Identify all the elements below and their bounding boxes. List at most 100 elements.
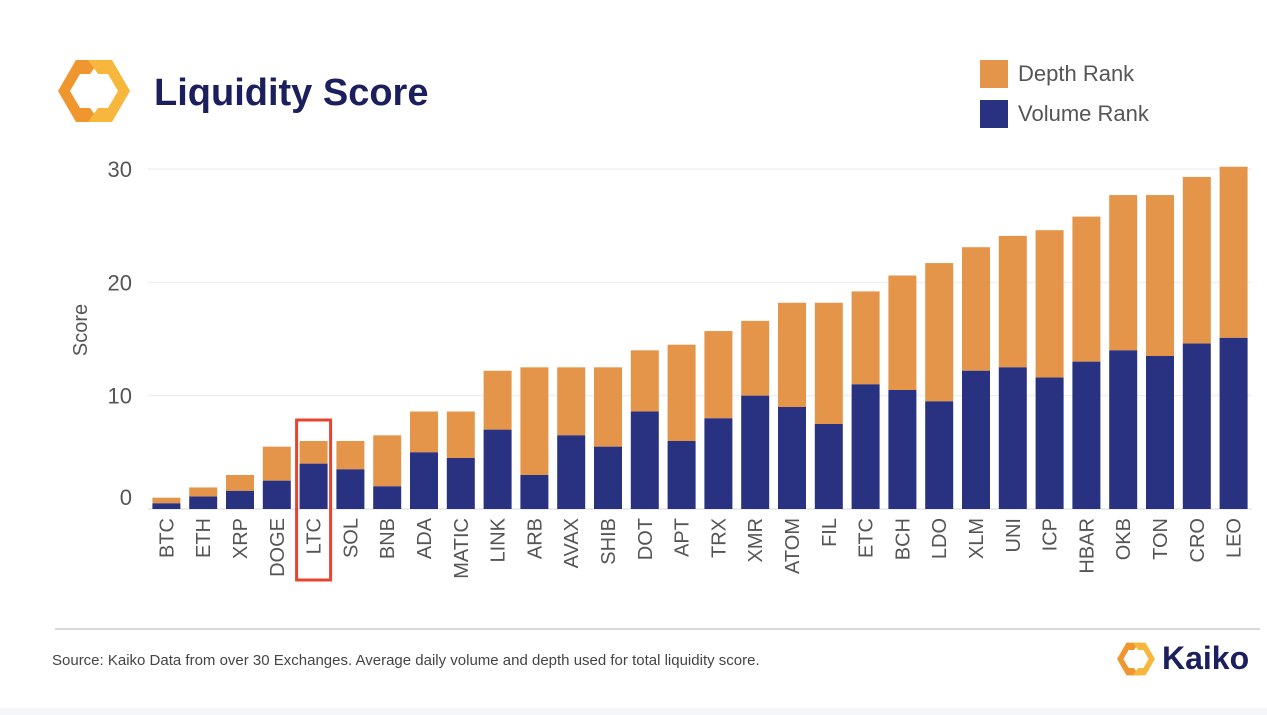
bar-depth-ton: [1146, 195, 1174, 356]
bar-volume-uni: [998, 367, 1027, 509]
bar-volume-ltc: [299, 463, 328, 509]
bar-depth-sol: [336, 441, 365, 470]
bar-volume-icp: [1035, 377, 1064, 509]
x-tick-label: SOL: [340, 518, 362, 558]
bar-depth-link: [483, 370, 512, 430]
x-tick-label: BTC: [156, 518, 178, 558]
bar-depth-uni: [998, 235, 1027, 368]
bar-volume-xlm: [962, 370, 990, 509]
bar-volume-link: [483, 429, 512, 509]
y-axis-label: Score: [70, 304, 92, 356]
x-tick-label: LEO: [1224, 518, 1246, 558]
bar-volume-leo: [1219, 337, 1248, 509]
bar-volume-xmr: [741, 395, 770, 509]
source-note: Source: Kaiko Data from over 30 Exchange…: [52, 652, 760, 669]
y-tick-label: 0: [120, 485, 132, 510]
bar-depth-trx: [704, 331, 733, 419]
bar-depth-okb: [1109, 195, 1138, 351]
bar-volume-apt: [667, 441, 696, 509]
bar-volume-atom: [778, 407, 806, 509]
x-tick-label: CRO: [1187, 518, 1209, 562]
x-tick-label: UNI: [1003, 518, 1025, 552]
bar-volume-avax: [557, 435, 586, 509]
bar-volume-bch: [888, 390, 917, 509]
bar-volume-bnb: [373, 486, 402, 509]
bar-volume-trx: [704, 418, 733, 509]
bar-depth-atom: [778, 302, 806, 407]
x-tick-label: LINK: [488, 517, 510, 562]
bar-depth-ltc: [299, 441, 328, 464]
x-tick-label: ICP: [1040, 518, 1062, 551]
bar-depth-matic: [446, 411, 475, 458]
x-tick-label: XRP: [230, 518, 252, 559]
brand: Kaiko: [1116, 640, 1249, 677]
y-tick-label: 20: [108, 270, 132, 295]
x-tick-label: XLM: [966, 518, 988, 559]
bar-volume-xrp: [226, 490, 254, 509]
bar-volume-eth: [189, 496, 218, 509]
bar-depth-arb: [520, 367, 549, 475]
x-tick-label: ETC: [856, 518, 878, 558]
x-tick-label: TON: [1150, 518, 1172, 560]
bar-volume-arb: [520, 475, 549, 509]
bar-depth-bnb: [373, 435, 402, 487]
x-tick-label: AVAX: [561, 518, 583, 568]
x-tick-label: OKB: [1113, 518, 1135, 560]
x-tick-label: ATOM: [782, 518, 804, 574]
bar-volume-matic: [446, 458, 475, 509]
x-tick-label: LDO: [929, 518, 951, 559]
x-tick-label: SHIB: [598, 518, 620, 565]
legend: Depth Rank Volume Rank: [980, 54, 1149, 134]
x-tick-label: BCH: [892, 518, 914, 560]
bar-depth-shib: [594, 367, 622, 447]
chart-title: Liquidity Score: [154, 72, 429, 114]
bar-depth-hbar: [1072, 216, 1101, 362]
legend-item-volume: Volume Rank: [980, 94, 1149, 134]
stacked-bar-chart: 0 10 20 30 Score BTC ETH XRP DOGE LTC SOL BNB ADA MAT…: [70, 157, 1252, 582]
bar-volume-hbar: [1072, 361, 1101, 509]
bar-volume-btc: [152, 503, 181, 509]
x-tick-label: APT: [672, 518, 694, 557]
legend-label-volume: Volume Rank: [1018, 101, 1149, 126]
bar-depth-xlm: [962, 247, 990, 371]
y-tick-label: 10: [108, 384, 132, 409]
legend-label-depth: Depth Rank: [1018, 61, 1135, 86]
kaiko-logo-icon: [58, 60, 130, 122]
x-tick-label: BNB: [377, 518, 399, 559]
highlight-box: [295, 418, 333, 582]
bar-volume-doge: [262, 480, 291, 509]
x-tick-label: HBAR: [1076, 518, 1098, 574]
divider: [55, 628, 1260, 630]
x-tick-label: ADA: [414, 517, 436, 559]
bar-volume-cro: [1182, 343, 1211, 509]
x-tick-label: MATIC: [451, 518, 473, 579]
bar-volume-fil: [814, 424, 843, 509]
bar-depth-ldo: [925, 263, 954, 402]
x-tick-label: ETH: [193, 518, 215, 558]
bar-volume-ldo: [925, 401, 954, 509]
brand-name: Kaiko: [1162, 640, 1250, 676]
bar-depth-btc: [152, 497, 181, 504]
bar-volume-etc: [851, 384, 880, 509]
x-tick-label: TRX: [708, 518, 730, 558]
bar-depth-etc: [851, 291, 880, 385]
bar-depth-avax: [557, 367, 586, 436]
bar-depth-icp: [1035, 230, 1064, 378]
x-tick-label: XMR: [745, 518, 767, 562]
x-tick-label: DOGE: [267, 518, 289, 577]
legend-item-depth: Depth Rank: [980, 54, 1149, 94]
bar-depth-xrp: [226, 475, 254, 491]
bar-depth-eth: [189, 487, 218, 497]
x-tick-label: DOT: [635, 518, 657, 560]
bar-volume-shib: [594, 446, 622, 509]
y-tick-label: 30: [108, 157, 132, 182]
bar-depth-cro: [1182, 176, 1211, 344]
legend-swatch-depth: [980, 60, 1008, 88]
bar-depth-xmr: [741, 320, 770, 396]
bar-depth-doge: [262, 446, 291, 481]
bar-depth-dot: [630, 350, 659, 412]
x-tick-label: FIL: [819, 518, 841, 547]
bar-depth-apt: [667, 344, 696, 441]
bar-depth-fil: [814, 302, 843, 424]
